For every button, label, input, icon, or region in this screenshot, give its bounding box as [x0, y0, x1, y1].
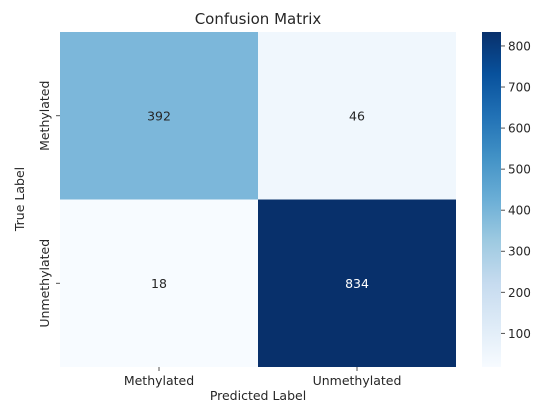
x-axis-label: Predicted Label [210, 388, 306, 403]
colorbar-tick-label: 200 [508, 286, 531, 300]
y-tick-label: Methylated [37, 81, 52, 151]
cell-labels: 392 46 18 834 [147, 108, 369, 291]
colorbar [482, 32, 501, 367]
colorbar-tick-label: 600 [508, 122, 531, 136]
chart-title: Confusion Matrix [195, 10, 322, 28]
y-axis-label: True Label [12, 167, 27, 232]
heatmap-cells [60, 32, 456, 367]
colorbar-tick-label: 700 [508, 81, 531, 95]
colorbar-tick-label: 400 [508, 204, 531, 218]
colorbar-tick-label: 300 [508, 245, 531, 259]
cell-value-label: 392 [147, 108, 171, 123]
colorbar-tick-label: 500 [508, 163, 531, 177]
cell-value-label: 18 [151, 276, 167, 291]
heatmap-cell [60, 32, 258, 200]
cell-value-label: 834 [345, 276, 369, 291]
heatmap-cell [258, 199, 456, 367]
x-axis-ticks: Methylated Unmethylated [124, 367, 402, 388]
colorbar-tick-label: 800 [508, 39, 531, 53]
heatmap-cell [60, 199, 258, 367]
cell-value-label: 46 [349, 108, 365, 123]
x-tick-label: Unmethylated [313, 373, 402, 388]
heatmap-cell [258, 32, 456, 200]
colorbar-tick-label: 100 [508, 327, 531, 341]
x-tick-label: Methylated [124, 373, 194, 388]
y-tick-label: Unmethylated [37, 239, 52, 328]
y-axis-ticks: Methylated Unmethylated [37, 81, 60, 328]
colorbar-ticks: 100 200 300 400 500 600 700 800 [501, 39, 531, 341]
